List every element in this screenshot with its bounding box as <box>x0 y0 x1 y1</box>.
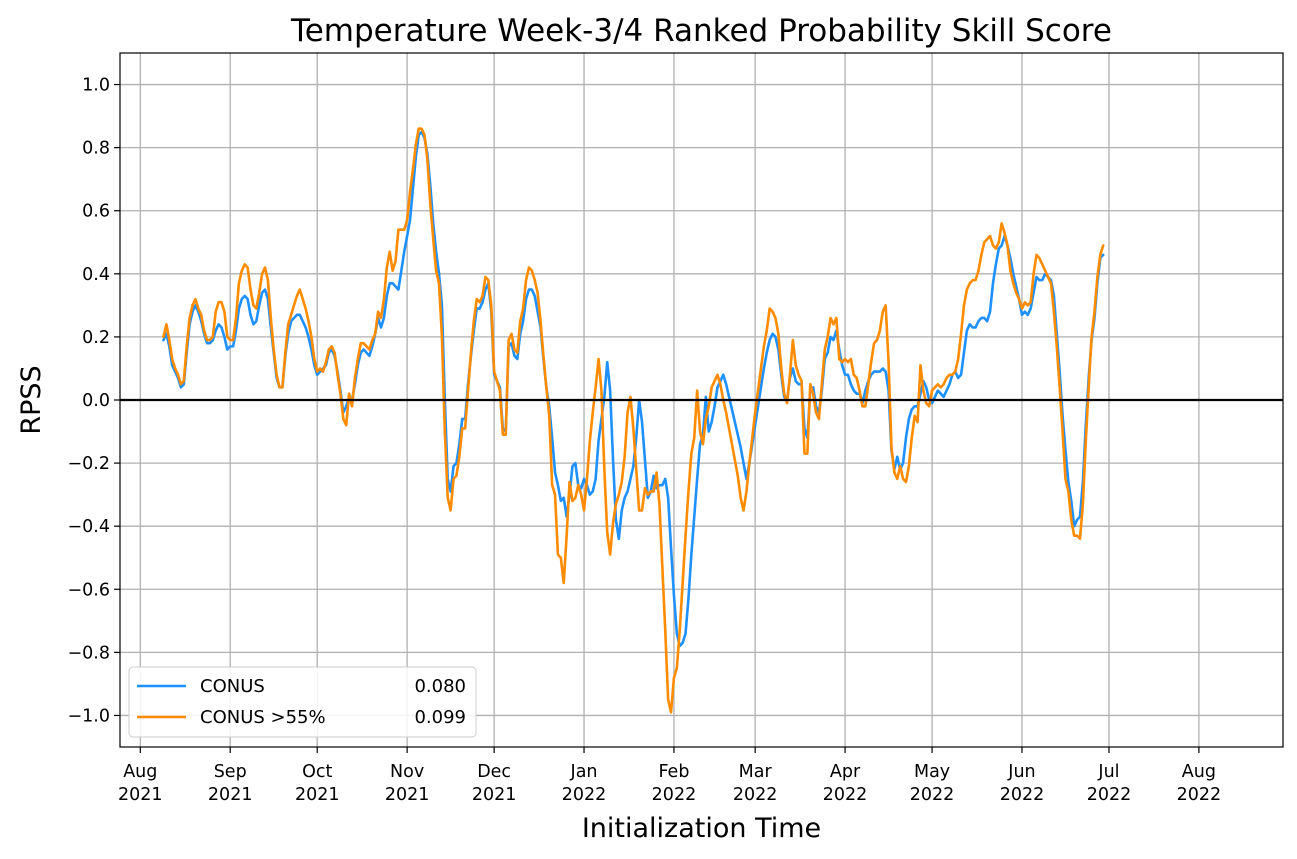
legend: CONUS 0.080 CONUS >55% 0.099 <box>128 666 477 738</box>
y-tick-label: 1.0 <box>82 76 110 96</box>
x-tick-label-month: Sep <box>214 762 247 782</box>
y-tick-label: −0.2 <box>68 454 111 474</box>
series-line-0 <box>162 130 1105 648</box>
x-tick-label-month: Dec <box>477 762 511 782</box>
x-tick-label-month: Aug <box>1182 762 1216 782</box>
x-tick-label-year: 2022 <box>733 785 778 805</box>
legend-score-conus-55: 0.099 <box>414 707 466 728</box>
series-line-1 <box>162 127 1105 714</box>
y-tick-label: 0.8 <box>82 139 110 159</box>
x-tick-label-year: 2021 <box>385 785 430 805</box>
legend-label-conus: CONUS <box>200 676 265 697</box>
x-tick-label-year: 2022 <box>1087 785 1132 805</box>
x-tick-label-month: Jan <box>570 762 598 782</box>
legend-label-conus-55: CONUS >55% <box>200 707 326 728</box>
y-axis-label: RPSS <box>16 365 47 434</box>
x-tick-label-year: 2022 <box>1000 785 1045 805</box>
x-tick-label-month: May <box>914 762 950 782</box>
y-tick-label: 0.2 <box>82 328 110 348</box>
x-tick-label-month: Feb <box>658 762 689 782</box>
y-tick-label: −0.4 <box>68 517 111 537</box>
x-tick-label-year: 2021 <box>118 785 163 805</box>
x-tick-label-month: Apr <box>830 762 861 782</box>
x-tick-label-year: 2022 <box>823 785 868 805</box>
x-tick-label-year: 2021 <box>295 785 340 805</box>
x-tick-label-year: 2022 <box>1177 785 1222 805</box>
y-tick-label: 0.6 <box>82 202 110 222</box>
x-tick-label-month: Mar <box>739 762 773 782</box>
legend-score-conus: 0.080 <box>414 676 466 697</box>
x-tick-label-month: Jul <box>1097 762 1119 782</box>
x-tick-label-year: 2022 <box>910 785 955 805</box>
y-tick-label: 0.4 <box>82 265 110 285</box>
x-axis-ticks: Aug 2021 Sep 2021 Oct 2021 Nov 2021 Dec 2021 Jan 20… <box>118 747 1221 805</box>
y-axis-ticks: −1.0 −0.8 −0.6 −0.4 −0.2 0.0 0.2 0.4 0.6 0.8 1.0 <box>68 76 120 726</box>
x-tick-label-year: 2021 <box>208 785 253 805</box>
x-tick-label-year: 2021 <box>472 785 517 805</box>
y-tick-label: −0.8 <box>68 643 111 663</box>
chart-title: Temperature Week-3/4 Ranked Probability … <box>290 13 1112 49</box>
y-tick-label: 0.0 <box>82 391 110 411</box>
series-layer <box>162 127 1105 714</box>
legend-box <box>128 666 477 738</box>
x-tick-label-month: Aug <box>123 762 157 782</box>
x-tick-label-year: 2022 <box>562 785 607 805</box>
x-tick-label-month: Nov <box>390 762 424 782</box>
x-tick-label-year: 2022 <box>652 785 697 805</box>
x-axis-label: Initialization Time <box>582 813 821 844</box>
y-tick-label: −0.6 <box>68 580 111 600</box>
y-tick-label: −1.0 <box>68 706 111 726</box>
x-tick-label-month: Jun <box>1007 762 1035 782</box>
x-tick-label-month: Oct <box>302 762 332 782</box>
